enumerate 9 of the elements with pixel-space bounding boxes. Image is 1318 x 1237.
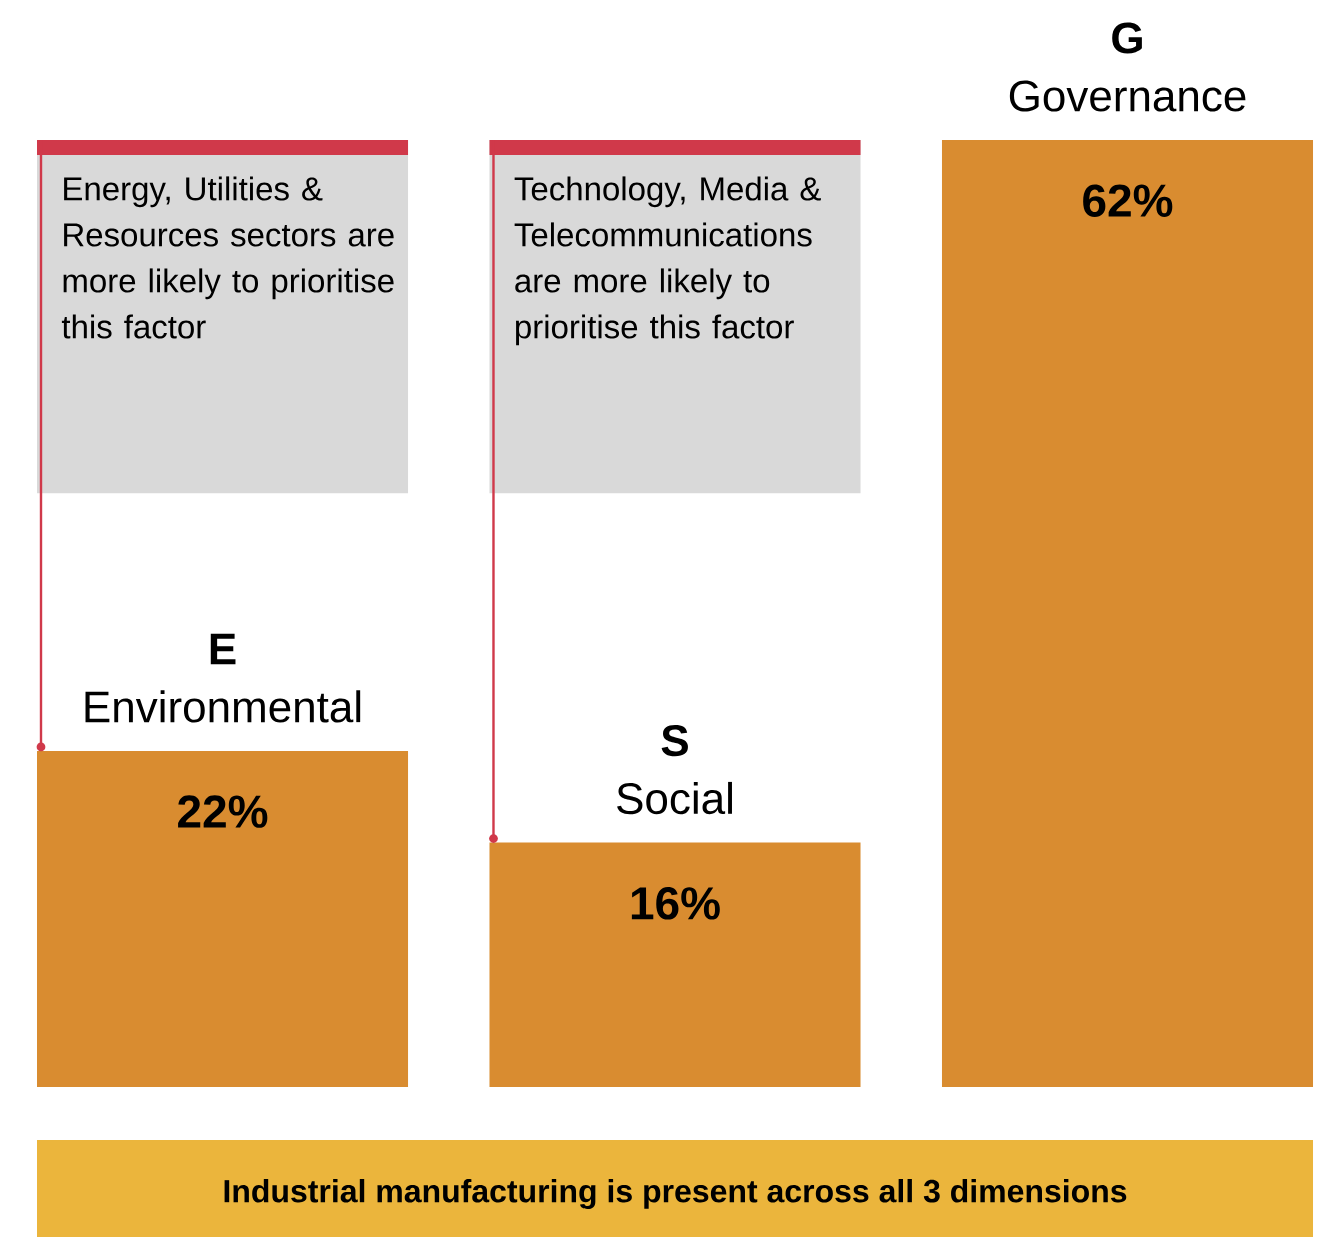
x-tick-label: E Environmental [85,633,361,723]
data-label: 22% [178,795,268,828]
x-tick-label: S Social [617,725,732,815]
annotation: Technology, Media & Telecommunications are more likely to prioritise this factor [514,176,821,346]
data-label: 16% [631,887,720,920]
data-label: 62% [1083,184,1173,217]
text: Industrial manufacturing is present across all 3 dimensions [224,1179,1127,1209]
x-tick-label: G Governance [1009,22,1246,112]
annotation: Energy, Utilities & Resources sectors are more likely to prioritise this factor [61,176,394,339]
